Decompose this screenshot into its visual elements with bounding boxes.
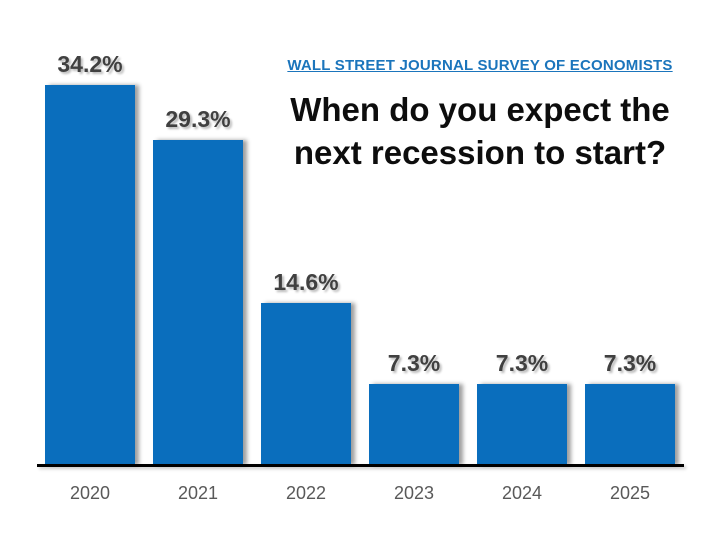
chart-title: When do you expect the next recession to… — [270, 88, 690, 174]
bar — [153, 140, 243, 465]
bar-group: 29.3% 2021 — [153, 0, 243, 540]
category-label: 2023 — [393, 483, 435, 503]
bar-group: 34.2% 2020 — [45, 0, 135, 540]
x-axis-line — [37, 464, 684, 467]
bar-value-label: 14.6% — [273, 269, 339, 295]
bar — [477, 384, 567, 465]
bar-value-label: 34.2% — [57, 51, 123, 77]
bar-group: 7.3% 2023 — [369, 0, 459, 540]
bar-value-label: 29.3% — [165, 106, 231, 132]
category-label: 2024 — [501, 483, 543, 503]
bar-group: 7.3% 2024 — [477, 0, 567, 540]
bar — [585, 384, 675, 465]
wsj-survey-link[interactable]: WALL STREET JOURNAL SURVEY OF ECONOMISTS — [287, 57, 673, 74]
bar-value-label: 7.3% — [387, 350, 441, 376]
chart-title-line-1: When do you expect the — [290, 91, 670, 128]
category-label: 2021 — [177, 483, 219, 503]
category-label: 2022 — [285, 483, 327, 503]
chart-title-line-2: next recession to start? — [293, 134, 667, 171]
bar-value-label: 7.3% — [495, 350, 549, 376]
bar-group: 14.6% 2022 — [261, 0, 351, 540]
header-block: WALL STREET JOURNAL SURVEY OF ECONOMISTS — [275, 57, 685, 75]
bar-value-label: 7.3% — [603, 350, 657, 376]
bar — [45, 85, 135, 465]
category-label: 2020 — [69, 483, 111, 503]
bar — [369, 384, 459, 465]
category-label: 2025 — [609, 483, 651, 503]
bar-group: 7.3% 2025 — [585, 0, 675, 540]
bar — [261, 303, 351, 465]
